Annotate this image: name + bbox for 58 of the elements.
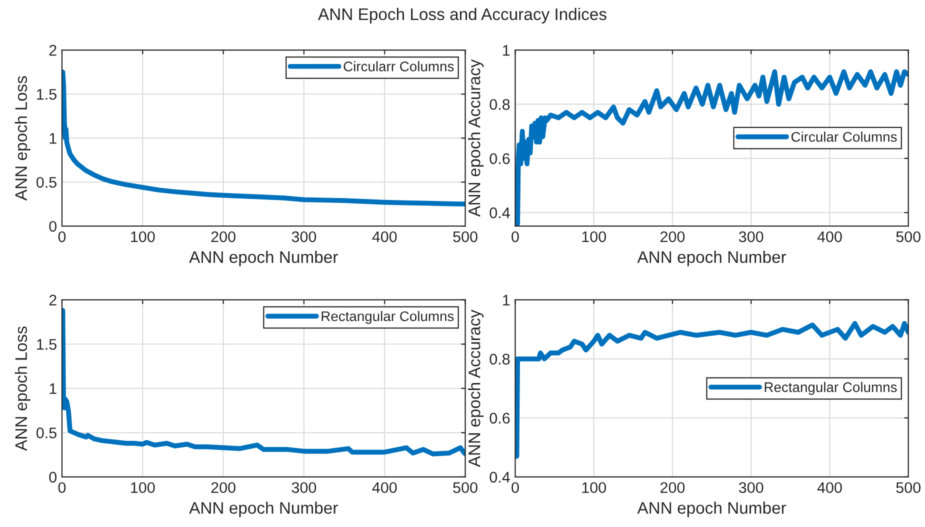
x-tick-label: 300 — [292, 482, 316, 494]
y-axis-title: ANN epoch Accuracy — [468, 310, 484, 468]
y-tick-label: 1 — [503, 45, 510, 56]
x-tick-label: 400 — [817, 482, 842, 494]
x-tick-label: 300 — [738, 231, 764, 242]
x-tick-label: 500 — [896, 231, 920, 242]
line-series — [62, 70, 466, 207]
y-tick-label: 1 — [503, 294, 510, 306]
x-tick-label: 100 — [131, 231, 155, 242]
x-axis-title: ANN epoch Number — [189, 250, 338, 266]
y-tick-label: 0.6 — [490, 153, 510, 164]
x-tick-label: 500 — [453, 231, 478, 242]
x-tick-label: 400 — [817, 231, 842, 242]
x-tick-label: 300 — [738, 482, 764, 494]
line-series — [62, 308, 466, 456]
x-tick-label: 100 — [582, 482, 606, 494]
y-tick-label: 0.5 — [36, 176, 56, 188]
x-tick-label: 200 — [211, 231, 236, 242]
y-tick-label: 0.8 — [490, 354, 510, 365]
y-axis-title: ANN epoch Loss — [14, 326, 30, 451]
y-tick-label: 1.5 — [37, 339, 56, 350]
x-tick-label: 200 — [211, 482, 236, 494]
x-tick-label: 200 — [660, 231, 685, 242]
chart-title: ANN Epoch Loss and Accuracy Indices — [318, 8, 606, 24]
x-axis-title: ANN epoch Number — [637, 250, 786, 266]
legend-label: Rectangular Columns — [764, 382, 897, 395]
y-tick-label: 1.5 — [37, 89, 56, 100]
x-tick-label: 500 — [453, 482, 478, 494]
line-series — [515, 321, 908, 459]
x-tick-label: 400 — [372, 482, 397, 494]
x-tick-label: 0 — [58, 482, 66, 494]
x-axis-title: ANN epoch Number — [189, 502, 338, 518]
y-tick-label: 0.4 — [490, 207, 510, 218]
y-tick-label: 0.5 — [36, 428, 56, 438]
x-axis-title: ANN epoch Number — [637, 502, 786, 518]
y-tick-label: 1 — [50, 133, 56, 144]
x-tick-label: 0 — [512, 482, 519, 494]
legend-label: Circularr Columns — [344, 61, 454, 72]
y-tick-label: 0.8 — [490, 99, 510, 110]
y-tick-label: 0.4 — [490, 472, 510, 483]
legend-label: Rectangular Columns — [322, 310, 454, 324]
legend-label: Circular Columns — [791, 132, 897, 142]
x-tick-label: 200 — [660, 482, 685, 494]
x-tick-label: 300 — [292, 231, 316, 242]
y-axis-title: ANN epoch Loss — [14, 76, 30, 201]
x-tick-label: 0 — [58, 231, 66, 242]
x-tick-label: 100 — [131, 482, 155, 494]
x-tick-label: 400 — [372, 231, 397, 242]
y-tick-label: 0 — [49, 472, 57, 483]
x-tick-label: 500 — [896, 482, 920, 494]
y-tick-label: 0 — [49, 220, 57, 232]
y-tick-label: 1 — [50, 383, 56, 394]
y-tick-label: 2 — [49, 44, 56, 56]
x-tick-label: 100 — [582, 231, 606, 242]
y-axis-title: ANN epoch Accuracy — [468, 59, 484, 217]
y-tick-label: 0.6 — [490, 412, 510, 424]
x-tick-label: 0 — [512, 231, 519, 242]
y-tick-label: 2 — [49, 294, 56, 306]
